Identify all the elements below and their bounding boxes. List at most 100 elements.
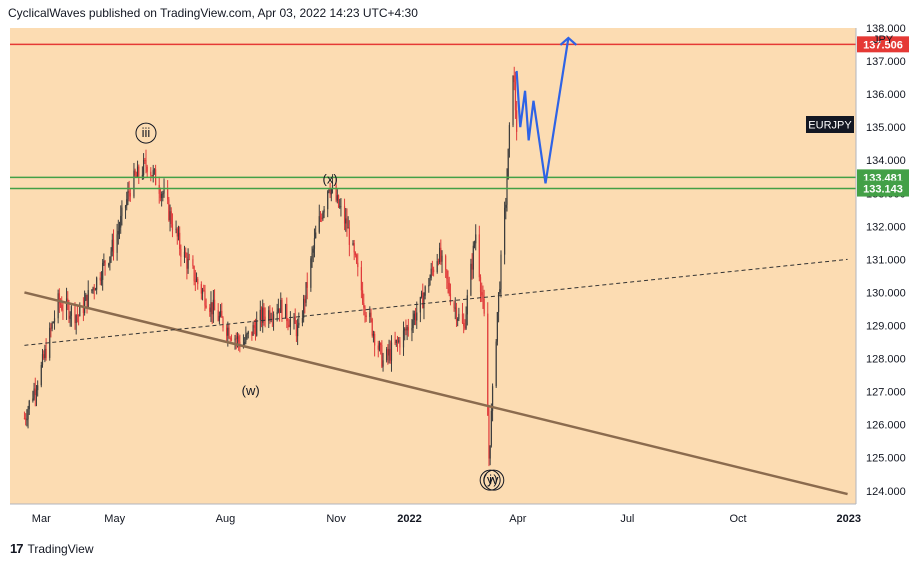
candle-body [489,445,491,459]
candle-body [497,292,500,313]
candle-body [406,327,408,331]
candle-body [449,293,452,303]
candle-body [420,292,423,298]
price-badge-bg [857,180,909,197]
candle-body [453,302,455,308]
candle-body [91,289,93,291]
candle-body [411,328,413,331]
trendline-lower[interactable] [24,291,848,496]
candle-body [286,304,288,322]
candle-body [152,170,154,177]
price-badge-support: 133.143 [857,180,909,197]
candle-body [465,314,467,329]
x-tick-label: Nov [326,513,346,525]
candle-body [221,310,223,318]
candle-body [470,263,472,296]
candle-body [381,344,383,367]
candle-body [162,193,164,195]
candle-body [454,307,456,309]
tradingview-brand-name: TradingView [27,541,94,556]
tradingview-logo-icon: 17 [10,541,24,556]
candle-body [135,175,137,177]
candle-body [179,232,181,249]
candle-body [116,234,118,253]
candle-body [512,75,514,126]
candle-body [399,340,401,348]
candle-body [491,386,494,411]
candle-body [70,306,72,316]
candle-body [65,298,68,311]
candle-body [499,289,501,293]
candle-body [176,228,178,237]
candle-body [487,313,489,416]
candle-body [306,282,308,288]
candle-body [158,185,160,194]
candle-body [163,189,165,194]
candle-body [219,310,222,316]
candle-body [170,211,172,224]
candle-body [500,254,502,290]
candle-body [177,232,180,237]
candle-body [329,189,331,195]
candle-body [126,199,128,206]
candle-body [25,418,27,420]
x-tick-label: Oct [730,513,747,525]
candle-body [51,322,53,329]
candle-body [340,206,342,208]
x-tick-label: 2023 [837,513,861,525]
projection-path[interactable] [515,37,570,184]
candle-body [23,418,26,419]
candle-body [192,259,194,267]
wave-label-circle [483,469,505,491]
candle-body [59,303,62,305]
candle-body [455,307,458,321]
candle-body [118,227,121,231]
candle-body [187,258,189,269]
candle-body [508,125,511,149]
candle-body [58,293,60,304]
x-tick-label: Jul [620,513,634,525]
y-tick-label: 128.000 [866,354,906,366]
candle-body [68,303,70,319]
trendline-dashed[interactable] [24,258,848,346]
candle-body [387,348,389,356]
candle-body [159,193,162,199]
candle-body [247,331,249,334]
candle-body [268,310,270,321]
candle-body [211,302,213,315]
candle-body [120,215,122,228]
candle-body [464,326,466,329]
y-tick-label: 130.000 [866,287,906,299]
candle-body [315,232,317,239]
candle-body [402,330,405,348]
tradingview-branding[interactable]: 17 TradingView [10,541,94,556]
candle-body [377,345,379,350]
candle-body [516,110,518,132]
candle-body [412,319,414,329]
candle-body [405,328,407,331]
candle-body [514,82,517,111]
time-axis[interactable]: Mar May Aug Nov 2022 Apr Jul Oct 2023 [32,513,861,525]
candle-body [245,334,247,342]
symbol-badge[interactable]: EURJPY [806,116,854,133]
currency-label: JPY [873,34,894,46]
candle-body [43,354,45,359]
candle-body [355,255,358,263]
candle-body [365,315,367,317]
candle-body [416,312,418,321]
candle-body [277,308,279,313]
price-axis[interactable]: 124.000 125.000 126.000 127.000 128.000 129.0… [857,23,909,498]
candle-body [380,343,382,345]
candle-body [428,285,430,287]
candle-body [77,315,80,317]
candle-body [57,293,59,319]
candle-body [175,228,177,231]
candle-body [372,333,375,336]
candle-body [363,303,365,308]
candle-body [259,309,261,321]
candle-body [276,312,278,315]
candle-body [457,318,459,321]
candle-body [301,318,304,323]
candle-body [287,321,289,325]
